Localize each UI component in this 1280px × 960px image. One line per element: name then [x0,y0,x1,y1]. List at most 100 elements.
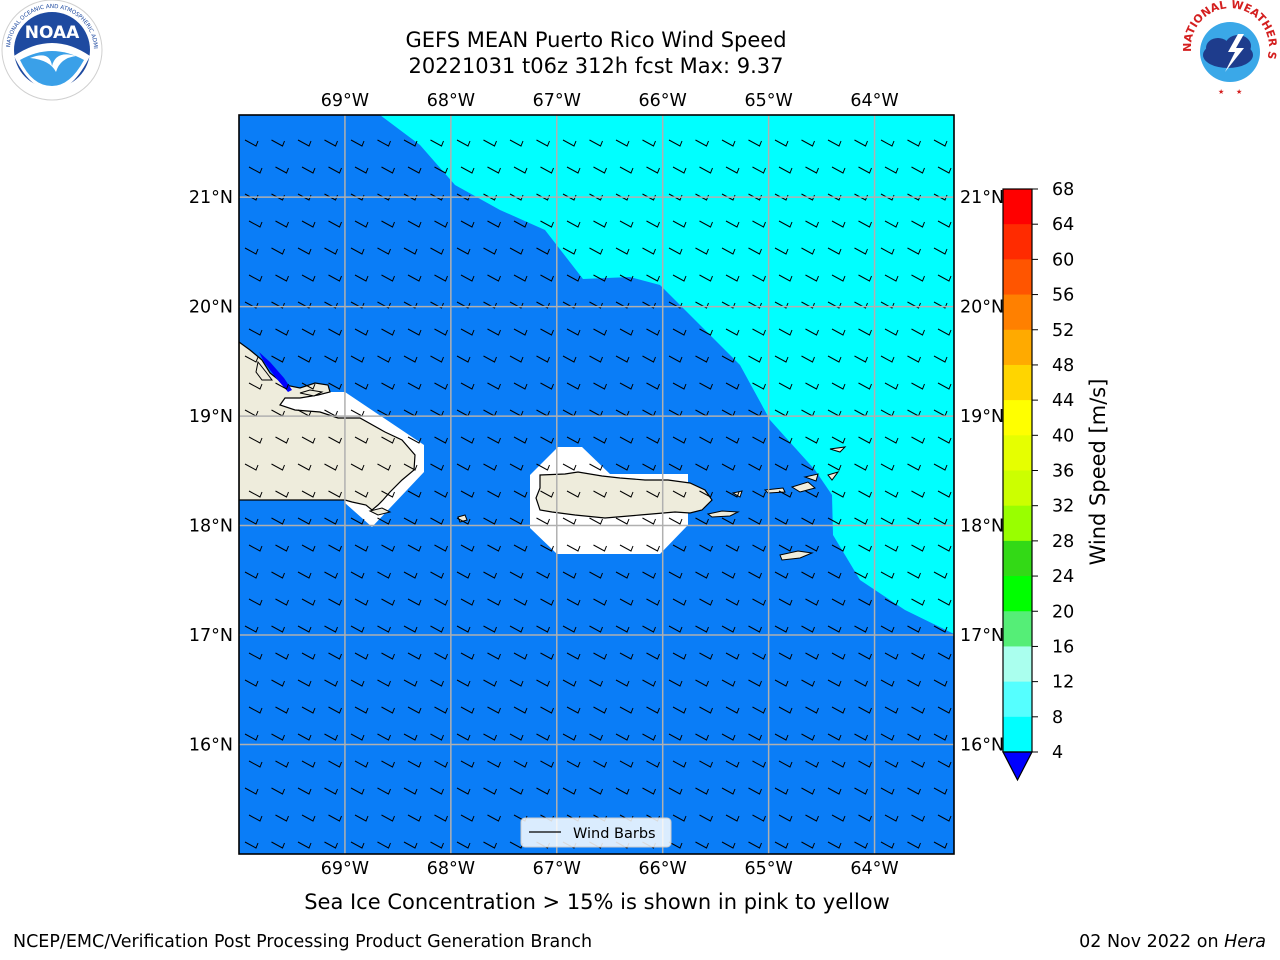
wind-barb [752,544,766,552]
wind-barb [566,490,581,498]
wind-barb [434,382,448,390]
wind-barb [403,301,418,309]
wind-barb [509,247,524,255]
colorbar-segment [1003,294,1032,331]
colorbar-tick-label: 36 [1052,462,1074,482]
wind-barb [725,544,740,552]
wind-barb [509,679,524,687]
wind-barb [275,166,289,174]
wind-barb [801,571,815,579]
wind-barb [721,301,736,309]
wind-barb [721,679,736,687]
wind-barb [354,814,369,822]
wind-barb [460,220,475,228]
wind-barb [646,328,660,336]
wind-barb [646,706,660,714]
wind-barb [805,220,819,228]
wind-barb [434,490,448,498]
wind-barb [619,274,634,282]
wind-barb [695,463,709,471]
wind-barb [695,787,709,795]
wind-barb [619,652,634,660]
wind-barb [593,652,607,660]
wind-barb [778,814,793,822]
wind-barb [483,247,497,255]
wind-barb [350,625,365,633]
wind-barb [778,436,793,444]
wind-barb [540,166,554,174]
wind-barb [646,544,660,552]
wind-barb [774,733,789,741]
wind-barb [562,679,577,687]
wind-barb [354,706,369,714]
colorbar-segment [1003,329,1032,366]
wind-barb [328,166,342,174]
colorbar-tick-label: 44 [1052,391,1074,411]
wind-barb [589,247,603,255]
wind-barb [907,787,921,795]
wind-barb [725,490,740,498]
wind-barb [668,733,683,741]
wind-barb [672,166,687,174]
svg-text:★: ★ [1236,88,1242,96]
wind-barb [324,463,338,471]
wind-barb [301,490,316,498]
wind-barb [275,706,289,714]
wind-barb [562,625,577,633]
wind-barb [668,517,683,525]
colorbar-tick-label: 48 [1052,356,1074,376]
wind-barb [672,544,687,552]
wind-barb [778,544,793,552]
wind-barb [752,220,766,228]
wind-barb [562,787,577,795]
wind-barb [513,598,528,606]
wind-barb [407,328,422,336]
wind-barb [646,490,660,498]
wind-barb [668,301,683,309]
wind-barb [721,355,736,363]
wind-barb [244,679,259,687]
wind-barb [434,652,448,660]
wind-barb [483,301,497,309]
lat-tick-label: 20°N [189,298,233,318]
wind-barb [382,869,395,875]
wind-barb [562,517,577,525]
wind-barb [646,220,660,228]
wind-barb [831,544,846,552]
colorbar-tick-label: 40 [1052,426,1074,446]
wind-barb [275,490,289,498]
wind-barb [589,625,603,633]
wind-barb [831,598,846,606]
wind-barb [858,598,872,606]
lat-tick-label: 17°N [960,626,1004,646]
wind-barb [483,733,497,741]
lat-tick-label: 21°N [189,188,233,208]
wind-barb [487,706,501,714]
wind-barb [350,841,365,849]
wind-barb [593,544,607,552]
wind-barb [562,301,577,309]
wind-barb [566,166,581,174]
wind-barb [801,841,815,849]
wind-barb [699,328,713,336]
wind-barb [509,733,524,741]
wind-barb [699,220,713,228]
wind-barb [911,598,925,606]
wind-barb [536,517,550,525]
wind-barb [434,220,448,228]
wind-barb [377,355,391,363]
wind-barb [430,841,444,849]
lon-tick-label: 68°W [427,859,475,879]
wind-barb [594,869,607,875]
wind-barb [324,247,338,255]
wind-barb [301,220,316,228]
wind-barb [774,679,789,687]
wind-barb [884,328,899,336]
wind-barb [381,598,395,606]
wind-barb [933,301,948,309]
wind-barb [672,652,687,660]
wind-barb [248,490,263,498]
mid-wind-field [380,115,954,634]
wind-barb [589,679,603,687]
wind-barb [880,517,895,525]
